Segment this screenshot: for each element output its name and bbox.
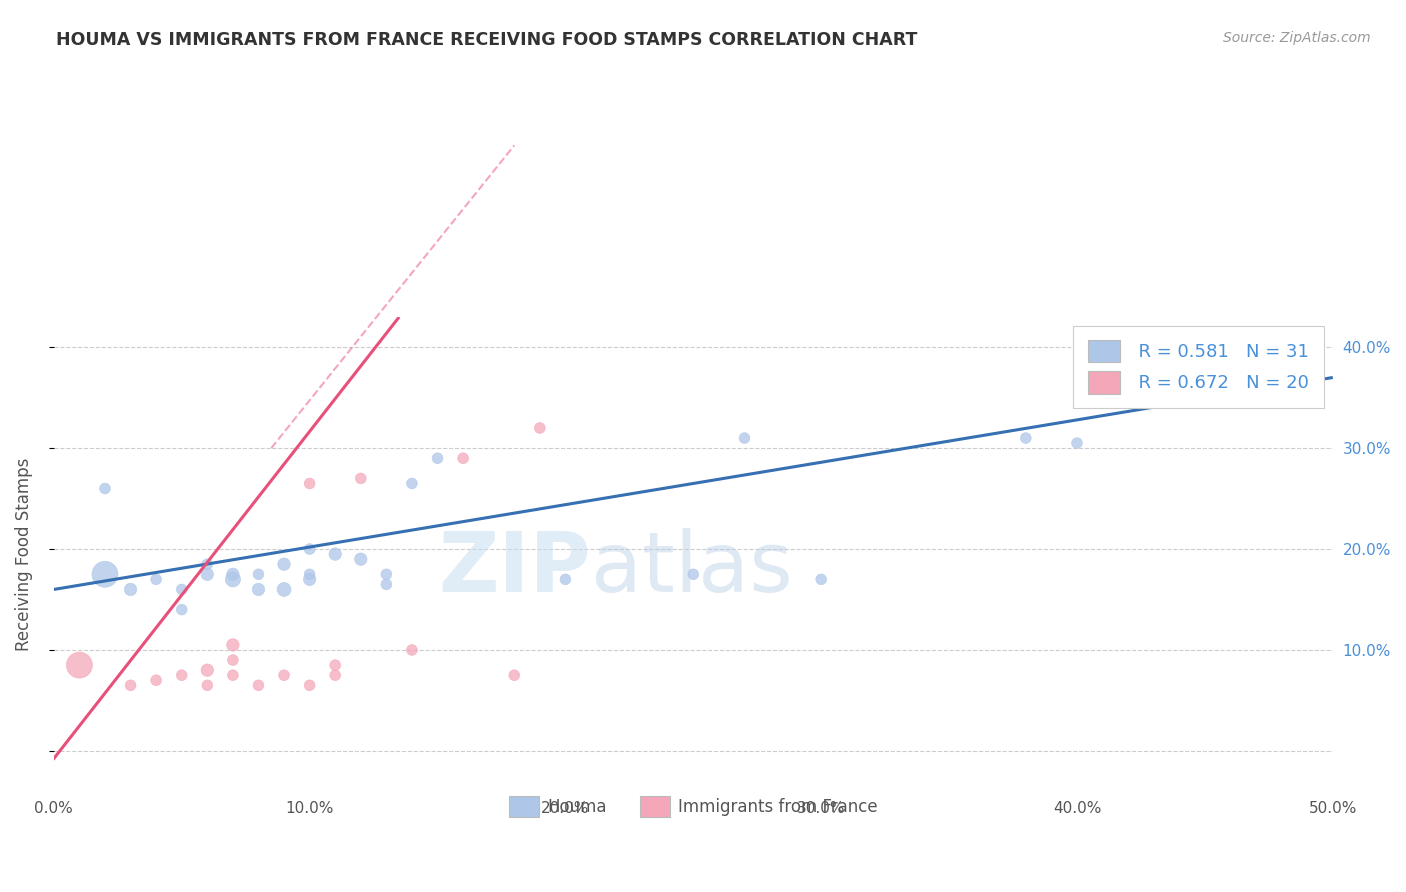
Point [222,572,245,586]
Text: HOUMA VS IMMIGRANTS FROM FRANCE RECEIVING FOOD STAMPS CORRELATION CHART: HOUMA VS IMMIGRANTS FROM FRANCE RECEIVIN… [56,31,918,49]
Point [120,678,142,692]
Point [375,577,398,591]
Point [222,638,245,652]
Point [145,572,167,586]
Point [222,653,245,667]
Point [298,678,321,692]
Point [222,668,245,682]
Point [733,431,755,445]
Text: ZIP: ZIP [439,528,591,609]
Text: Source: ZipAtlas.com: Source: ZipAtlas.com [1223,31,1371,45]
Point [195,567,218,582]
Point [529,421,551,435]
Point [195,663,218,677]
Point [67,658,90,673]
Point [401,643,423,657]
Point [247,567,270,582]
Point [247,678,270,692]
Point [375,567,398,582]
Point [298,567,321,582]
Point [426,451,449,466]
Point [1168,395,1191,409]
Point [247,582,270,597]
Point [350,471,373,485]
Point [323,547,346,561]
Point [273,582,295,597]
Point [145,673,167,688]
Point [554,572,576,586]
Point [273,668,295,682]
Point [350,552,373,566]
Legend: Houma, Immigrants from France: Houma, Immigrants from France [502,789,884,823]
Point [323,668,346,682]
Point [94,567,117,582]
Point [682,567,704,582]
Point [170,582,193,597]
Point [195,678,218,692]
Point [298,542,321,557]
Y-axis label: Receiving Food Stamps: Receiving Food Stamps [15,458,32,651]
Point [451,451,474,466]
Point [503,668,526,682]
Point [170,602,193,616]
Point [170,668,193,682]
Point [195,558,218,572]
Point [222,567,245,582]
Point [1066,436,1088,450]
Point [273,558,295,572]
Point [323,658,346,673]
Point [1244,381,1267,395]
Text: atlas: atlas [591,528,793,609]
Point [94,482,117,496]
Point [401,476,423,491]
Point [298,572,321,586]
Point [810,572,832,586]
Point [120,582,142,597]
Point [298,476,321,491]
Point [1015,431,1038,445]
